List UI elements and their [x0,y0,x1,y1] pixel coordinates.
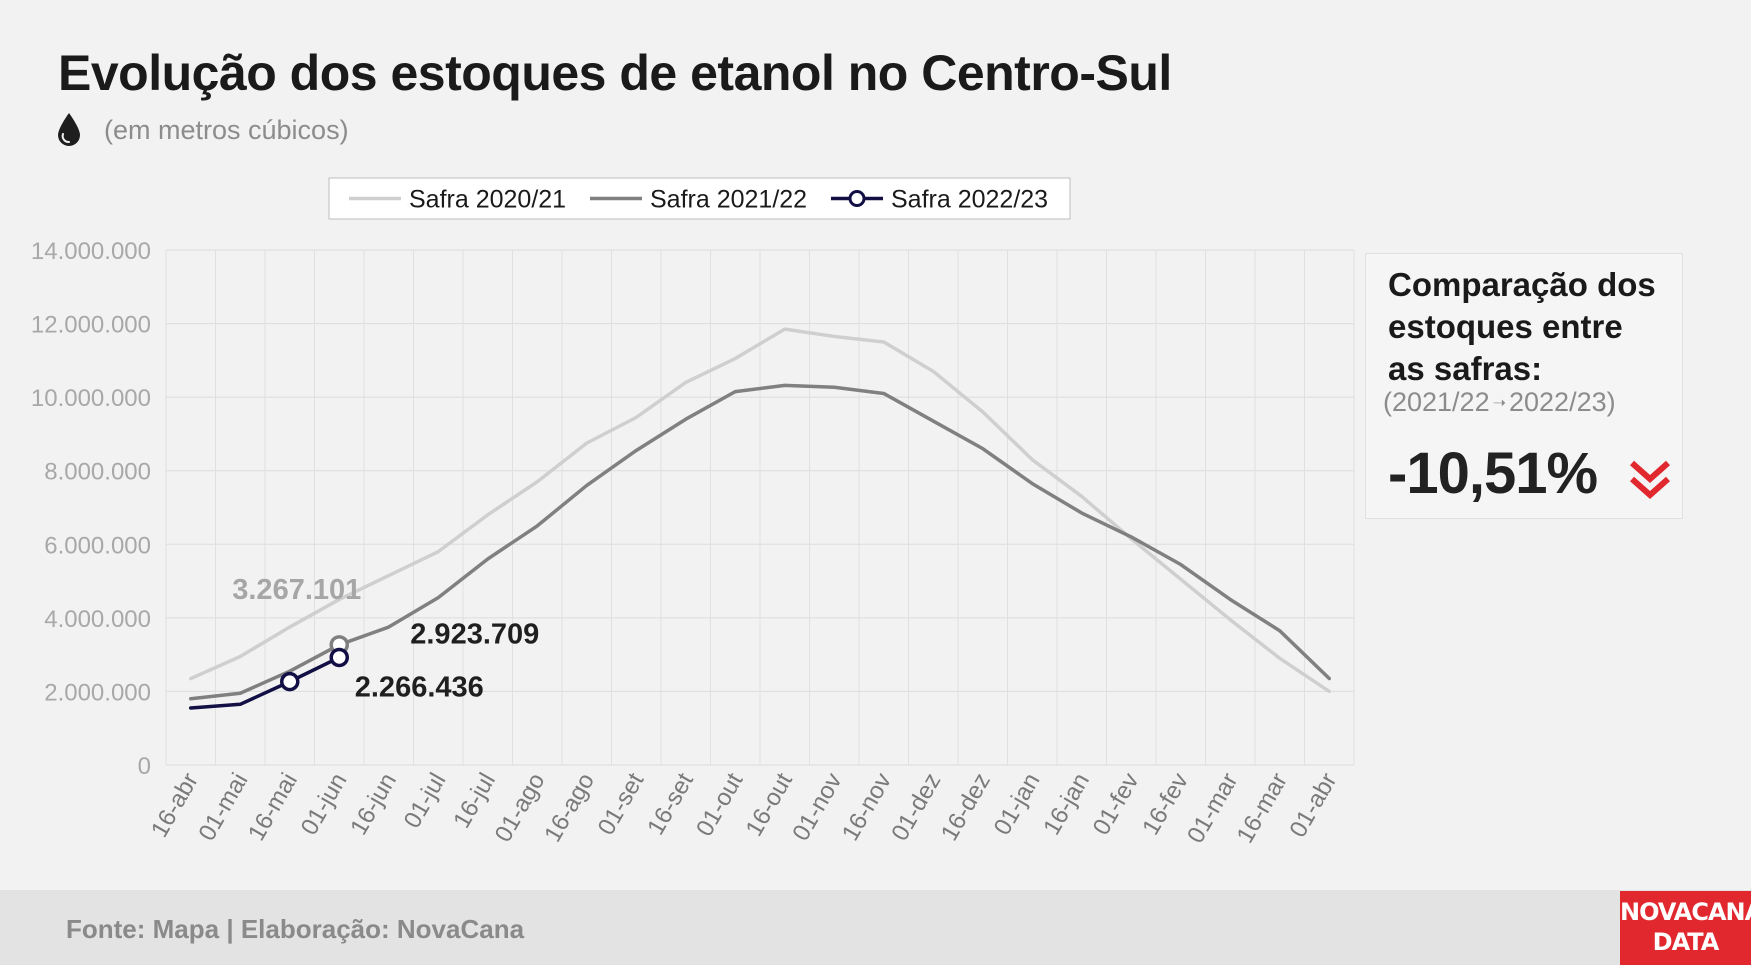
y-tick-label: 2.000.000 [44,679,151,706]
y-tick-label: 10.000.000 [31,385,151,412]
chart-title: Evolução dos estoques de etanol no Centr… [58,45,1172,101]
comparison-title-line: estoques entre [1388,308,1623,345]
y-tick-label: 8.000.000 [44,459,151,486]
data-point-marker [329,647,349,668]
x-tick-label: 01-abr [1284,768,1342,842]
x-tick-label: 01-fev [1088,769,1145,840]
comparison-from: (2021/22 [1383,387,1490,417]
x-tick-label: 01-set [593,768,650,840]
y-tick-label: 6.000.000 [44,532,151,559]
x-tick-label: 16-jun [345,769,402,840]
legend-marker [848,190,866,207]
data-label: 2.923.709 [410,618,539,650]
comparison-to: 2022/23) [1509,387,1616,417]
series-line [189,655,341,710]
novacana-data-logo: NOVACANA DATA [1620,891,1751,965]
y-tick-label: 4.000.000 [44,606,151,633]
x-tick-label: 16-set [642,768,699,840]
comparison-value: -10,51% [1388,441,1598,506]
drop-icon [58,113,80,146]
source-note: Fonte: Mapa | Elaboração: NovaCana [66,914,525,944]
x-tick-label: 16-jul [448,769,501,833]
legend [328,177,1071,220]
double-chevron-down-icon [1630,460,1670,500]
x-tick-label: 16-jan [1038,769,1095,840]
y-tick-label: 14.000.000 [31,238,151,265]
legend-label: Safra 2021/22 [650,186,807,214]
arrow-right-icon: ➝ [1492,394,1506,412]
data-label: 3.267.101 [232,574,361,606]
logo-line: NOVACANA [1620,898,1751,926]
comparison-title-line: Comparação dos [1388,266,1656,303]
footer: Fonte: Mapa | Elaboração: NovaCana [0,890,1751,965]
x-tick-label: 01-jun [296,769,353,840]
comparison-title-line: as safras: [1388,350,1543,387]
legend-label: Safra 2022/23 [891,186,1048,214]
comparison-title: Comparação dos estoques entre as safras: [1388,264,1656,390]
comparison-period: (2021/22 ➝ 2022/23) [1383,387,1616,418]
x-tick-label: 16-dez [936,769,996,846]
x-tick-label: 01-out [691,768,749,841]
legend-label: Safra 2020/21 [409,186,566,214]
units-label: (em metros cúbicos) [104,114,349,145]
line-chart: 0 2.000.000 4.000.000 6.000.000 8.000.000 10.… [31,177,1355,848]
data-point-marker [280,671,300,692]
chart-subtitle: (em metros cúbicos) [56,112,349,148]
x-tick-label: 01-jan [989,769,1046,840]
x-tick-label: 16-mai [243,769,303,846]
logo-line: DATA [1652,928,1720,956]
x-tick-label: 01-jul [399,769,452,833]
y-tick-label: 0 [138,753,151,780]
comparison-box: Comparação dos estoques entre as safras:… [1365,253,1683,519]
x-tick-label: 16-mar [1232,769,1293,848]
data-label: 2.266.436 [355,672,484,704]
y-tick-label: 12.000.000 [31,312,151,339]
x-tick-label: 16-ago [539,769,600,847]
series-line [189,383,1331,701]
series-line [189,327,1331,694]
